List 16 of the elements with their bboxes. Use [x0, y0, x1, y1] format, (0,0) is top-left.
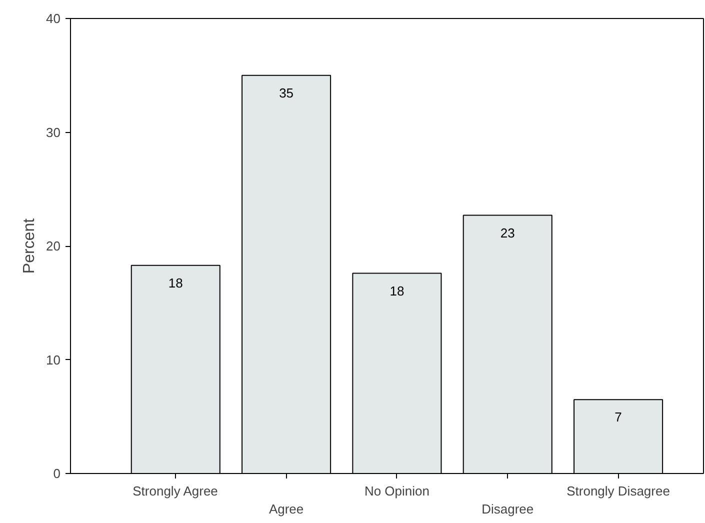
data-label: 23	[500, 225, 515, 240]
x-tick-label: No Opinion	[364, 484, 430, 498]
x-tick-label: Disagree	[482, 502, 534, 516]
data-label: 18	[168, 275, 183, 290]
x-tick-label: Strongly Disagree	[566, 484, 670, 498]
data-label: 18	[390, 283, 404, 298]
x-tick-label: Agree	[268, 502, 304, 516]
y-tick-label: 0	[53, 466, 61, 481]
data-label: 7	[614, 410, 622, 425]
x-tick-label: Strongly Agree	[132, 484, 218, 498]
y-tick-label: 30	[46, 124, 61, 140]
data-label: 35	[279, 85, 294, 100]
y-tick-label: 10	[46, 352, 61, 368]
y-axis-title: Percent	[21, 218, 38, 274]
y-tick-label: 20	[46, 238, 61, 254]
y-tick-label: 40	[46, 11, 61, 26]
